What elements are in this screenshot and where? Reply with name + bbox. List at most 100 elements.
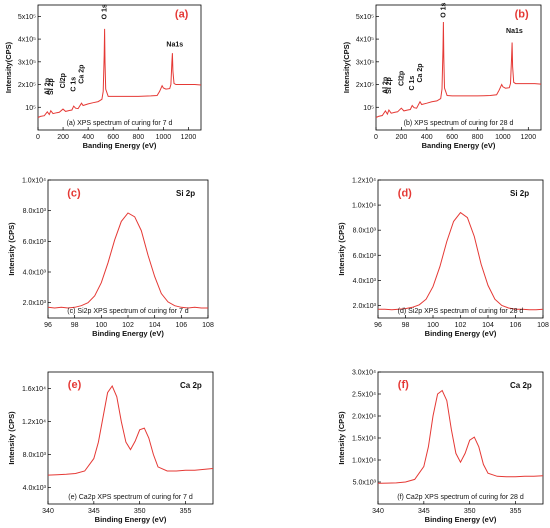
x-tick-label: 1200 [181,134,197,141]
peak-annotation: C 1s [71,77,78,92]
x-tick-label: 345 [418,508,430,515]
y-tick-label: 2.0x10³ [23,300,47,307]
y-axis-title: Intensity (CPS) [337,222,346,276]
x-tick-label: 104 [482,322,494,329]
x-tick-label: 350 [464,508,476,515]
x-tick-label: 1000 [156,134,172,141]
y-tick-label: 2x10⁵ [18,82,36,89]
y-tick-label: 4.0x10³ [23,485,47,492]
x-tick-label: 100 [427,322,439,329]
peak-annotation: C 1s [409,76,416,91]
y-tick-label: 1.2x10⁴ [352,178,376,185]
x-tick-label: 340 [372,508,384,515]
x-axis-title: Binding Energy (eV) [425,515,497,524]
y-tick-label: 4.0x10³ [23,270,47,277]
y-tick-label: 1.0x10⁴ [22,178,46,185]
y-tick-label: 4x10⁵ [356,37,374,44]
x-tick-label: 0 [374,134,378,141]
y-tick-label: 5.0x10³ [353,480,377,487]
panel-caption: (c) Si2p XPS spectrum of curing for 7 d [67,308,188,315]
x-tick-label: 108 [202,322,214,329]
y-tick-label: 1.0x10⁴ [352,458,376,465]
x-tick-label: 355 [510,508,522,515]
y-tick-label: 5x10⁵ [356,14,374,21]
x-tick-label: 96 [374,322,382,329]
y-tick-label: 3x10⁵ [356,59,374,66]
x-tick-label: 98 [402,322,410,329]
y-tick-label: 1.0x10⁴ [352,203,376,210]
panel-caption: (f) Ca2p XPS spectrum of curing for 28 d [397,494,524,501]
plot-frame [47,371,214,505]
x-tick-label: 340 [42,508,54,515]
x-tick-label: 108 [537,322,549,329]
panel-label: (a) [175,9,189,21]
y-tick-label: 1.6x10⁴ [22,386,46,393]
y-tick-label: 1.2x10⁴ [22,419,46,426]
x-axis-title: Binding Energy (eV) [92,329,164,338]
x-tick-label: 106 [510,322,522,329]
peak-annotation: O 1s [102,4,109,19]
series-line [377,389,544,484]
y-axis-title: Intensity (CPS) [7,222,16,276]
peak-label: Si 2p [510,189,529,198]
x-tick-label: 104 [149,322,161,329]
x-tick-label: 106 [175,322,187,329]
peak-annotation: Al 2p [44,78,51,95]
y-tick-label: 4x10⁵ [18,37,36,44]
plot-frame [377,179,544,319]
x-tick-label: 1000 [495,134,511,141]
chart-panel-b: 0 200 400 600 800 1000 1200 10⁵ 2x10⁵ 3x10⁵ 4x10⁵ 5… [342,2,542,150]
y-tick-label: 8.0x10³ [23,208,47,215]
chart-panel-e: 340 345 350 355 4.0x10³ 8.0x10³ 1.2x10⁴ 1.6x10⁴… [7,371,214,524]
x-tick-label: 200 [57,134,69,141]
x-tick-label: 102 [122,322,134,329]
y-tick-label: 8.0x10³ [353,228,377,235]
x-tick-label: 800 [132,134,144,141]
y-tick-label: 10⁵ [25,105,36,112]
y-tick-label: 8.0x10³ [23,452,47,459]
y-axis-title: Intensity(CPS) [342,41,351,93]
peak-label: Ca 2p [510,381,532,390]
panel-caption: (e) Ca2p XPS spectrum of curing for 7 d [68,494,193,501]
plot-frame [37,4,202,131]
x-tick-label: 96 [44,322,52,329]
x-axis-title: Binding Energy (eV) [95,515,167,524]
series-line [375,21,542,118]
x-tick-label: 98 [71,322,79,329]
x-tick-label: 100 [95,322,107,329]
y-tick-label: 6.0x10³ [23,239,47,246]
peak-annotation: O 1s [440,2,447,17]
y-tick-label: 3x10⁵ [18,59,36,66]
x-tick-label: 600 [446,134,458,141]
y-tick-label: 5x10⁵ [18,14,36,21]
peak-annotation: Na1s [166,41,183,48]
series-line [47,384,214,476]
y-axis-title: Intensity (CPS) [7,411,16,465]
x-tick-label: 200 [396,134,408,141]
x-tick-label: 102 [455,322,467,329]
x-tick-label: 600 [107,134,119,141]
x-tick-label: 0 [36,134,40,141]
y-axis-title: Intensity (CPS) [337,411,346,465]
peak-annotation: Si 2p [386,77,393,94]
peak-annotation: Ca 2p [79,65,86,84]
y-tick-label: 2.0x10³ [353,303,377,310]
plot-frame [377,371,544,505]
peak-annotation: Na1s [506,28,523,35]
plot-frame [375,4,542,131]
y-tick-label: 4.0x10³ [353,278,377,285]
panel-label: (c) [67,188,81,200]
x-axis-title: Binding Energy (eV) [425,329,497,338]
chart-panel-c: 96 98 100 102 104 106 108 2.0x10³ 4.0x10³ 6.0x10³… [7,178,214,339]
x-tick-label: 400 [421,134,433,141]
x-tick-label: 350 [134,508,146,515]
series-line [378,211,544,311]
panel-label: (d) [398,188,412,200]
x-axis-title: Banding Energy (eV) [83,141,157,150]
panel-caption: (b) XPS spectrum of curing for 28 d [404,120,514,127]
panel-caption: (a) XPS spectrum of curing for 7 d [67,120,173,127]
peak-annotation: Cl2p [398,71,405,86]
panel-label: (b) [515,9,529,21]
x-tick-label: 400 [82,134,94,141]
peak-label: Si 2p [176,189,195,198]
